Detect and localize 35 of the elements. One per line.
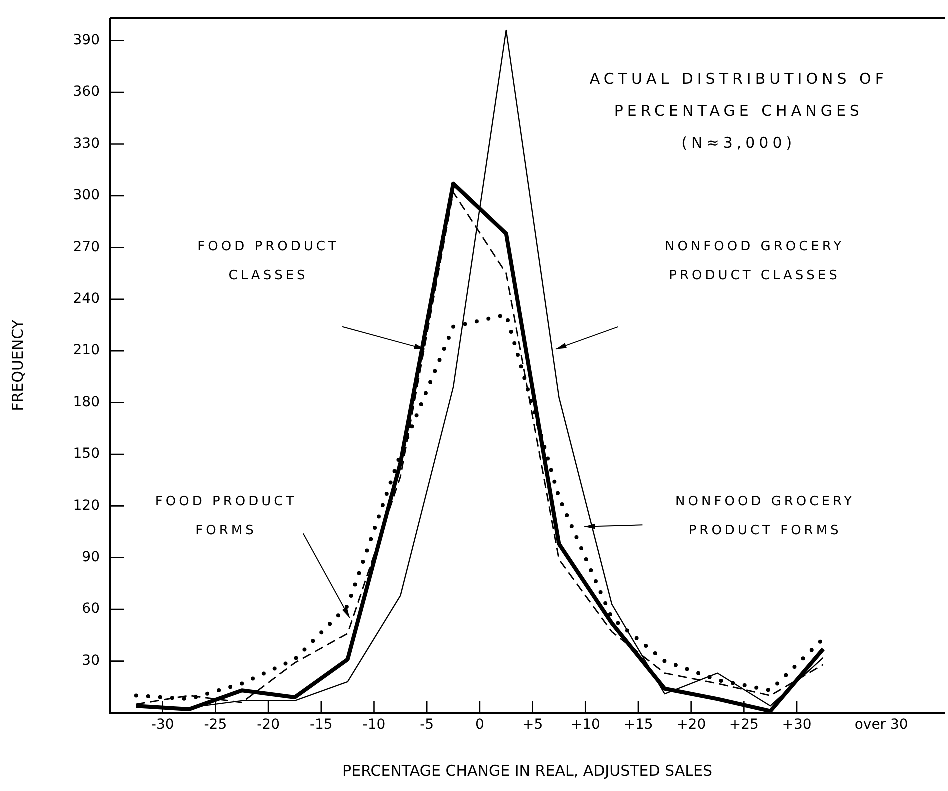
annotation: NONFOOD GROCERY PRODUCT FORMS <box>676 494 856 538</box>
x-tick-label: -15 <box>310 717 333 734</box>
x-tick-label: +30 <box>782 717 812 734</box>
x-tick-label: +5 <box>522 717 544 734</box>
y-tick-label: 120 <box>73 498 100 514</box>
y-tick-label: 330 <box>73 136 100 152</box>
y-tick-label: 150 <box>73 446 100 462</box>
y-tick-label: 90 <box>82 550 100 566</box>
y-tick-label: 300 <box>73 188 100 204</box>
y-tick-label: 210 <box>73 342 100 359</box>
annotation: NONFOOD GROCERY PRODUCT CLASSES <box>664 239 845 284</box>
y-tick-label: 240 <box>73 290 100 307</box>
text: ACTUAL DISTRIBUTIONS OF PERCENTAGE CHANGES <box>590 70 888 120</box>
y-axis-title: FREQUENCY <box>8 319 27 412</box>
y-tick-label: 60 <box>82 601 100 618</box>
x-axis-title: PERCENTAGE CHANGE IN REAL, ADJUSTED SALES <box>342 762 712 780</box>
x-tick-label: +25 <box>729 717 759 734</box>
x-tick-label: -20 <box>257 717 280 734</box>
x-tick-label: 0 <box>475 717 484 734</box>
x-tick-label: -30 <box>151 717 174 734</box>
y-tick-label: 390 <box>73 32 100 48</box>
x-tick-label: +10 <box>570 717 600 734</box>
x-tick-label: +20 <box>676 717 706 734</box>
x-tick-label: -25 <box>204 717 228 734</box>
y-tick-label: 180 <box>73 394 100 410</box>
annotation: FOOD PRODUCT FORMS <box>155 494 298 538</box>
x-tick-label: -5 <box>420 717 434 734</box>
y-tick-label: 270 <box>73 239 100 256</box>
x-tick-label: -10 <box>362 717 386 734</box>
text: (N≈3,000) <box>682 134 796 152</box>
y-tick-label: 360 <box>73 84 100 100</box>
y-tick-label: 30 <box>82 652 100 669</box>
annotation: FOOD PRODUCT CLASSES <box>198 239 340 284</box>
x-tick-label: +15 <box>624 717 654 734</box>
x-tick-label: over 30 <box>854 717 908 734</box>
